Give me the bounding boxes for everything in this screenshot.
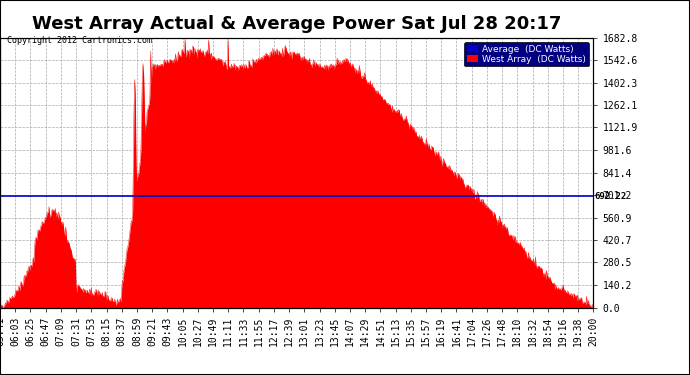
Text: 692.22: 692.22 (595, 192, 627, 201)
Legend: Average  (DC Watts), West Array  (DC Watts): Average (DC Watts), West Array (DC Watts… (464, 42, 589, 66)
Text: West Array Actual & Average Power Sat Jul 28 20:17: West Array Actual & Average Power Sat Ju… (32, 15, 562, 33)
Text: Copyright 2012 Cartronics.com: Copyright 2012 Cartronics.com (7, 36, 152, 45)
